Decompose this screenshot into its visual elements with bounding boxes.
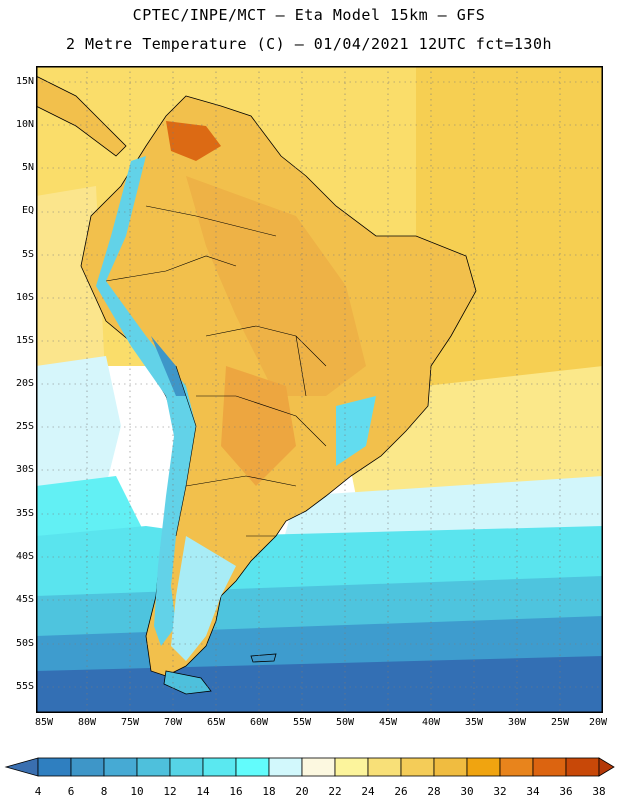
title-line-2: 2 Metre Temperature (C) – 01/04/2021 12U… <box>65 35 553 53</box>
colorbar-label: 34 <box>526 785 540 798</box>
andes-cold-strip <box>96 156 196 646</box>
colorbar-label: 16 <box>229 785 243 798</box>
colorbar-cell <box>532 757 567 777</box>
graticule <box>36 66 603 713</box>
colorbar-cell <box>202 757 237 777</box>
lat-label: 30S <box>15 464 34 475</box>
colorbar-label: 26 <box>394 785 408 798</box>
lat-label: 20S <box>15 378 34 389</box>
lon-label: 60W <box>249 717 269 728</box>
lat-label: 55S <box>15 681 34 692</box>
colorbar-label: 6 <box>67 785 75 798</box>
colorbar-label: 36 <box>559 785 573 798</box>
lat-label: 40S <box>15 551 34 562</box>
colorbar-cell <box>400 757 435 777</box>
colorbar-label: 32 <box>493 785 507 798</box>
colorbar-cell <box>169 757 204 777</box>
temperature-map <box>36 66 603 713</box>
lon-label: 40W <box>421 717 441 728</box>
colorbar-cell <box>334 757 369 777</box>
andes-cold-core <box>151 336 186 396</box>
colorbar-label: 22 <box>328 785 342 798</box>
colorbar-cell <box>367 757 402 777</box>
lon-label: 50W <box>335 717 355 728</box>
falklands <box>250 653 277 663</box>
colorbar-label: 28 <box>427 785 441 798</box>
lat-label: EQ <box>21 205 34 216</box>
southeast-brazil-cool <box>336 396 376 466</box>
lon-label: 55W <box>292 717 312 728</box>
lat-label: 45S <box>15 594 34 605</box>
lon-label: 35W <box>464 717 484 728</box>
land-hot-chaco <box>221 366 296 486</box>
land-hot-interior <box>186 176 366 396</box>
colorbar-label: 14 <box>196 785 210 798</box>
colorbar-label: 8 <box>100 785 108 798</box>
colorbar-cell <box>268 757 303 777</box>
central-america <box>36 75 127 157</box>
colorbar-cell <box>103 757 138 777</box>
lon-label: 85W <box>34 717 54 728</box>
colorbar-label: 18 <box>262 785 276 798</box>
lat-label: 15N <box>15 76 34 87</box>
lat-label: 35S <box>15 508 34 519</box>
colorbar-max-arrow <box>598 757 615 777</box>
colorbar-label: 4 <box>34 785 42 798</box>
colorbar-cell <box>301 757 336 777</box>
lat-label: 25S <box>15 421 34 432</box>
ocean-band-pacific-cool <box>36 356 121 496</box>
title-line-1: CPTEC/INPE/MCT – Eta Model 15km – GFS <box>132 6 486 24</box>
colorbar-cell <box>433 757 468 777</box>
lon-label: 30W <box>507 717 527 728</box>
tierra-del-fuego <box>163 670 212 695</box>
lon-label: 20W <box>588 717 608 728</box>
map-frame <box>36 66 603 713</box>
lat-label: 5N <box>21 162 34 173</box>
lon-label: 65W <box>206 717 226 728</box>
colorbar-cell <box>70 757 105 777</box>
colorbar-cell <box>499 757 534 777</box>
colorbar-cell <box>565 757 600 777</box>
lat-label: 5S <box>21 249 34 260</box>
colorbar <box>4 757 615 777</box>
colorbar-cell <box>235 757 270 777</box>
colorbar-label: 10 <box>130 785 144 798</box>
lon-label: 45W <box>378 717 398 728</box>
colorbar-label: 24 <box>361 785 375 798</box>
colorbar-label: 30 <box>460 785 474 798</box>
colorbar-label: 20 <box>295 785 309 798</box>
lon-label: 80W <box>77 717 97 728</box>
lon-label: 25W <box>550 717 570 728</box>
colorbar-cell <box>136 757 171 777</box>
colorbar-min-arrow <box>4 757 39 777</box>
colorbar-cell <box>37 757 72 777</box>
lat-label: 10N <box>15 119 34 130</box>
patagonia-cool <box>171 536 236 661</box>
lon-label: 70W <box>163 717 183 728</box>
lat-label: 10S <box>15 292 34 303</box>
lat-label: 15S <box>15 335 34 346</box>
colorbar-label: 12 <box>163 785 177 798</box>
land-hotspot-venezuela <box>166 121 221 161</box>
lon-label: 75W <box>120 717 140 728</box>
colorbar-cell <box>466 757 501 777</box>
colorbar-label: 38 <box>592 785 606 798</box>
lat-label: 50S <box>15 638 34 649</box>
